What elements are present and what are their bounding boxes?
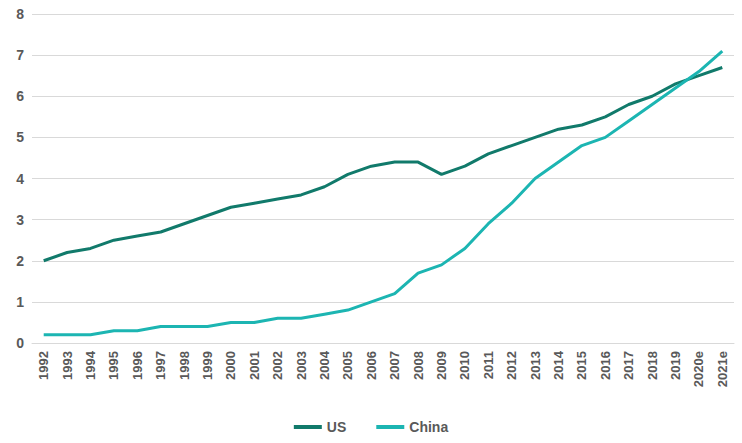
svg-text:1992: 1992	[36, 351, 51, 380]
svg-text:5: 5	[16, 129, 24, 145]
svg-text:2019: 2019	[668, 351, 683, 380]
svg-text:2000: 2000	[223, 351, 238, 380]
svg-text:1997: 1997	[153, 351, 168, 380]
svg-text:2007: 2007	[387, 351, 402, 380]
svg-text:2004: 2004	[317, 350, 332, 380]
svg-text:2001: 2001	[247, 351, 262, 380]
svg-text:1995: 1995	[106, 351, 121, 380]
svg-text:2010: 2010	[457, 351, 472, 380]
svg-text:1994: 1994	[83, 350, 98, 380]
svg-text:1993: 1993	[60, 351, 75, 380]
svg-text:2012: 2012	[504, 351, 519, 380]
svg-text:2011: 2011	[481, 351, 496, 379]
svg-text:2016: 2016	[598, 351, 613, 380]
svg-text:2006: 2006	[364, 351, 379, 380]
svg-text:2015: 2015	[574, 351, 589, 380]
svg-text:2002: 2002	[270, 351, 285, 380]
svg-text:2020e: 2020e	[691, 351, 706, 387]
svg-text:7: 7	[16, 47, 24, 63]
svg-text:2018: 2018	[645, 351, 660, 380]
svg-text:2017: 2017	[621, 351, 636, 380]
svg-text:4: 4	[16, 171, 24, 187]
svg-text:2009: 2009	[434, 351, 449, 380]
svg-text:6: 6	[16, 88, 24, 104]
svg-text:3: 3	[16, 212, 24, 228]
svg-text:1: 1	[16, 294, 24, 310]
svg-text:1998: 1998	[177, 351, 192, 380]
svg-text:China: China	[409, 419, 448, 435]
svg-text:2008: 2008	[411, 351, 426, 380]
svg-text:1999: 1999	[200, 351, 215, 380]
svg-text:2: 2	[16, 253, 24, 269]
svg-text:2014: 2014	[551, 350, 566, 380]
svg-text:2003: 2003	[294, 351, 309, 380]
svg-text:2013: 2013	[528, 351, 543, 380]
svg-text:0: 0	[16, 335, 24, 351]
svg-text:2021e: 2021e	[715, 351, 730, 387]
svg-text:8: 8	[16, 6, 24, 22]
svg-text:1996: 1996	[130, 351, 145, 380]
svg-text:2005: 2005	[340, 351, 355, 380]
svg-text:US: US	[327, 419, 346, 435]
